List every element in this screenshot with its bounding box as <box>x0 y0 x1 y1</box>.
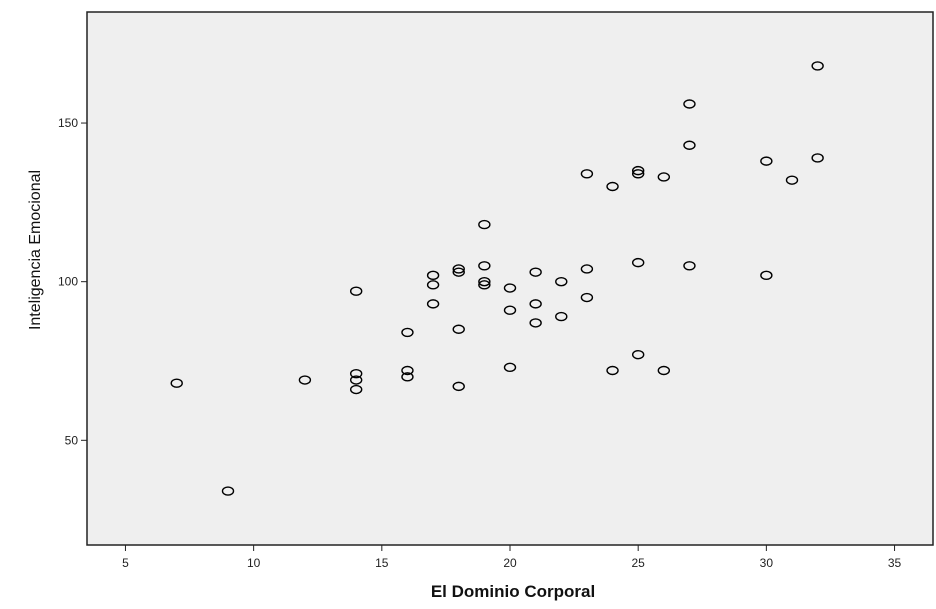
data-point <box>349 286 363 296</box>
x-axis-title: El Dominio Corporal <box>431 582 595 601</box>
data-point <box>529 318 542 328</box>
data-point <box>811 153 824 163</box>
data-point <box>401 372 414 382</box>
x-tick-label: 35 <box>888 556 902 570</box>
data-point <box>503 305 517 315</box>
data-point <box>221 486 235 496</box>
scatter-points <box>170 61 824 496</box>
data-point <box>349 368 363 379</box>
data-point <box>555 276 568 287</box>
data-point <box>170 378 183 388</box>
data-point <box>478 219 491 230</box>
y-axis-title: Inteligencia Emocional <box>27 170 44 330</box>
y-tick-label: 50 <box>65 433 79 447</box>
data-point <box>657 365 671 376</box>
data-point <box>760 270 773 281</box>
x-axis: 5 10 15 20 25 30 35 <box>122 545 902 570</box>
x-tick-label: 5 <box>122 556 129 570</box>
data-point <box>529 267 542 277</box>
data-point <box>606 365 619 376</box>
data-point <box>478 276 491 287</box>
data-point <box>478 280 491 290</box>
data-point <box>298 375 312 385</box>
data-point <box>452 381 465 392</box>
data-point <box>580 264 594 274</box>
x-tick-label: 20 <box>503 556 517 570</box>
data-point <box>683 99 696 109</box>
data-point <box>760 156 773 166</box>
x-tick-label: 25 <box>632 556 646 570</box>
data-point <box>580 292 594 303</box>
data-point <box>683 261 696 271</box>
y-axis: 50 100 150 <box>58 116 87 447</box>
x-tick-label: 30 <box>760 556 774 570</box>
x-tick-label: 15 <box>375 556 389 570</box>
data-point <box>349 375 363 385</box>
data-point <box>478 261 491 271</box>
data-point <box>452 264 465 274</box>
data-point <box>426 299 440 309</box>
data-point <box>811 61 824 71</box>
data-point <box>555 311 568 322</box>
data-point <box>785 175 799 185</box>
data-point <box>657 172 671 182</box>
data-point <box>606 181 619 192</box>
data-point <box>426 270 440 281</box>
data-point <box>452 267 465 277</box>
data-point <box>631 169 645 179</box>
data-point <box>349 384 363 395</box>
data-point <box>580 169 594 179</box>
data-point <box>683 140 696 150</box>
data-point <box>503 362 517 373</box>
plot-area <box>86 11 934 546</box>
data-point <box>529 299 542 309</box>
data-point <box>503 283 517 293</box>
x-tick-label: 10 <box>247 556 261 570</box>
data-point <box>426 280 440 290</box>
data-point <box>631 349 645 360</box>
data-point <box>401 365 414 376</box>
data-point <box>401 327 414 338</box>
y-tick-label: 150 <box>58 116 78 130</box>
data-point <box>631 257 645 268</box>
data-point <box>631 165 645 176</box>
y-tick-label: 100 <box>58 275 78 289</box>
data-point <box>452 324 465 334</box>
